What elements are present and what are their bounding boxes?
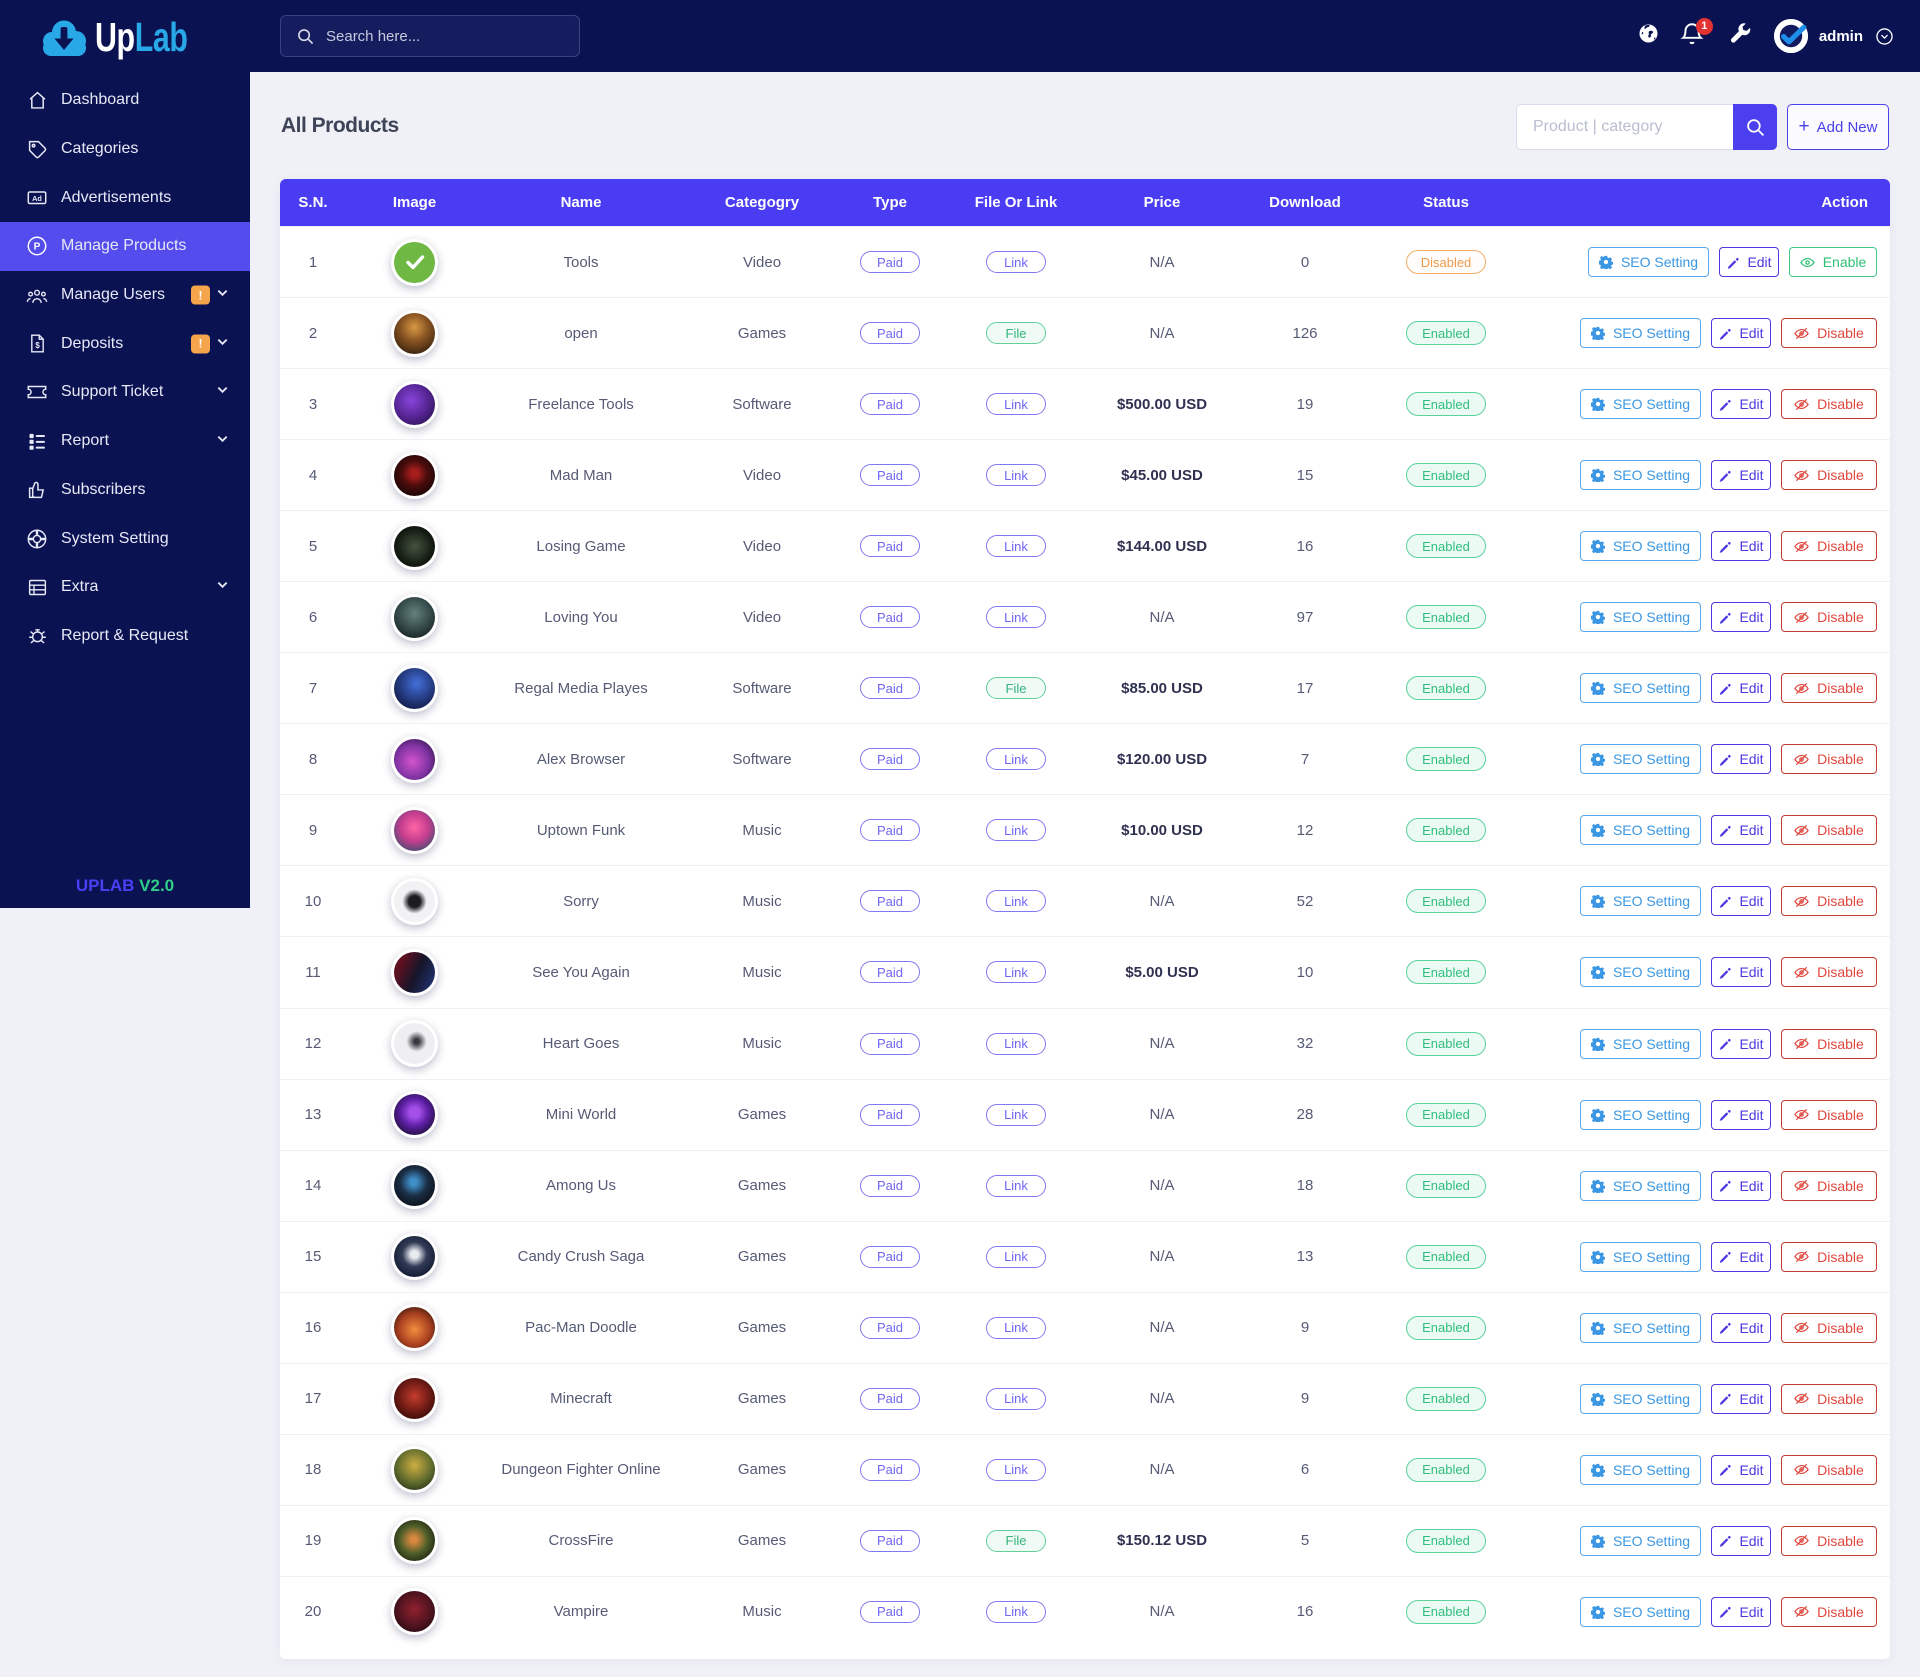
svg-text:P: P [34,242,41,253]
svg-text:$: $ [35,341,40,350]
svg-text:Ad: Ad [32,194,42,203]
